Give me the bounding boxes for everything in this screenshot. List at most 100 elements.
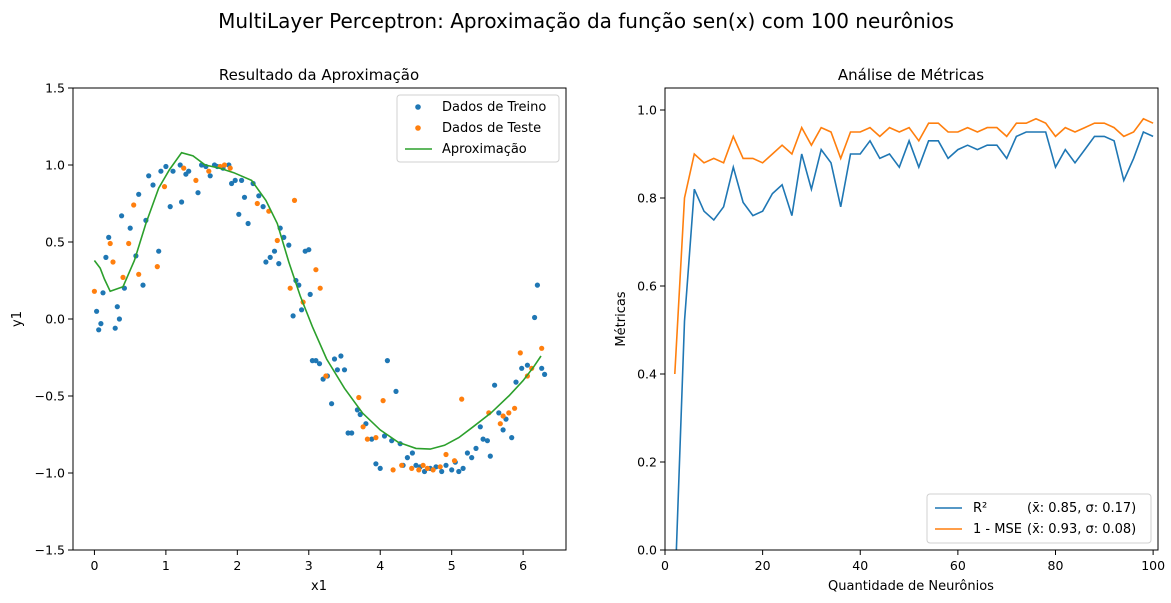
- train-point: [484, 438, 490, 444]
- train-point: [195, 190, 201, 196]
- train-point: [241, 194, 248, 200]
- test-point: [373, 435, 379, 441]
- legend-label-approx: Aproximação: [442, 142, 527, 157]
- metrics-ytick-label: 0.2: [637, 455, 657, 470]
- train-point: [127, 225, 133, 231]
- approximation-xtick-label: 0: [90, 558, 98, 573]
- approximation-ytick-label: −1.0: [35, 466, 65, 481]
- train-point: [509, 435, 515, 441]
- train-point: [112, 325, 118, 331]
- train-point: [496, 410, 502, 416]
- test-point: [154, 264, 160, 270]
- test-point: [126, 240, 132, 247]
- train-point: [456, 468, 462, 475]
- train-point: [316, 361, 323, 367]
- train-point: [331, 356, 338, 362]
- approximation-line: [93, 151, 542, 450]
- train-point: [119, 213, 125, 219]
- test-point: [221, 162, 228, 168]
- approximation-plot-title: Resultado da Aproximação: [219, 66, 419, 84]
- metrics-xtick-label: 60: [950, 558, 966, 573]
- test-point: [274, 237, 280, 244]
- test-point: [539, 345, 545, 351]
- train-point: [345, 430, 351, 436]
- metrics-xtick-label: 80: [1048, 558, 1064, 573]
- train-point: [150, 182, 156, 188]
- test-point: [131, 202, 137, 208]
- test-point: [364, 436, 370, 442]
- test-point: [193, 177, 199, 183]
- train-point: [239, 177, 245, 183]
- approximation-ytick-label: −1.5: [35, 543, 65, 558]
- train-point: [393, 388, 399, 394]
- test-point: [291, 197, 298, 203]
- train-point: [229, 180, 235, 187]
- metrics-xtick-label: 0: [661, 558, 669, 573]
- train-point: [306, 247, 312, 253]
- legend-label-r2: R²: [973, 501, 987, 516]
- metrics-legend: R² (x̄: 0.85, σ: 0.17) 1 - MSE (x̄: 0.93…: [926, 493, 1152, 544]
- metrics-ytick-label: 0.0: [637, 543, 657, 558]
- legend-marker-test: [415, 125, 421, 131]
- train-point: [313, 358, 319, 364]
- approximation-x-label: x1: [311, 579, 327, 594]
- test-point: [360, 424, 366, 430]
- test-point: [430, 467, 436, 473]
- train-point: [307, 291, 313, 297]
- metrics-xtick-label: 40: [852, 558, 868, 573]
- metrics-plot-frame: [664, 87, 1159, 551]
- test-point: [409, 465, 415, 471]
- test-point: [380, 398, 386, 404]
- train-point: [158, 168, 164, 174]
- approximation-plot: Resultado da Aproximação 0 1 2 3 4 5 6 −1.5 −1.0…: [10, 66, 567, 594]
- train-point: [156, 248, 162, 254]
- metrics-ytick-label: 0.4: [637, 367, 657, 382]
- metrics-xtick-label: 100: [1141, 558, 1165, 573]
- train-point: [377, 465, 383, 471]
- train-point: [186, 168, 192, 174]
- train-point: [384, 358, 390, 364]
- train-point: [140, 282, 146, 288]
- metrics-ytick-label: 1.0: [637, 103, 657, 118]
- r2-line: [675, 130, 1154, 550]
- legend-marker-train: [415, 104, 421, 110]
- test-point: [120, 274, 126, 280]
- test-point: [451, 458, 458, 464]
- test-point: [506, 410, 512, 416]
- metrics-y-label: Métricas: [614, 291, 629, 346]
- train-point: [177, 162, 183, 168]
- train-point: [334, 367, 340, 373]
- legend-stats-r2: (x̄: 0.85, σ: 0.17): [1027, 501, 1136, 516]
- train-point: [539, 365, 545, 371]
- test-point: [227, 165, 233, 171]
- test-point: [206, 168, 212, 174]
- test-point: [254, 200, 260, 207]
- legend-stats-mse: (x̄: 0.93, σ: 0.08): [1027, 522, 1136, 537]
- train-point: [473, 445, 479, 451]
- train-point: [286, 242, 292, 248]
- test-point: [399, 462, 405, 468]
- suptitle: MultiLayer Perceptron: Aproximação da fu…: [218, 9, 954, 33]
- train-point: [100, 290, 106, 296]
- approximation-xtick-label: 4: [376, 558, 384, 573]
- test-point: [110, 259, 116, 265]
- train-point: [116, 316, 122, 322]
- metrics-legend-box: [926, 493, 1152, 544]
- test-point: [313, 267, 319, 273]
- approximation-ytick-label: 1.0: [45, 158, 65, 173]
- train-point: [103, 254, 109, 260]
- train-point: [245, 220, 251, 227]
- train-point: [290, 313, 296, 319]
- train-point: [329, 401, 335, 407]
- train-point: [263, 259, 269, 265]
- train-point: [373, 461, 379, 467]
- metrics-x-label: Quantidade de Neurônios: [828, 579, 994, 594]
- train-point: [532, 314, 538, 321]
- approximation-legend: Dados de Treino Dados de Teste Aproximaç…: [396, 94, 560, 163]
- train-point: [271, 248, 278, 254]
- train-point: [524, 362, 531, 368]
- test-point: [136, 271, 142, 277]
- train-point: [236, 211, 242, 217]
- test-point: [317, 285, 323, 291]
